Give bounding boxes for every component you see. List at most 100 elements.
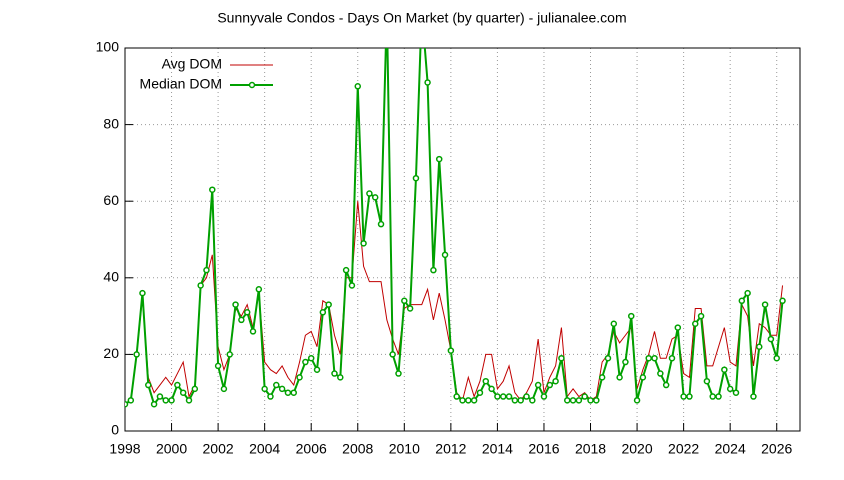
- legend-label: Median DOM: [140, 76, 222, 92]
- x-tick-label: 1998: [109, 441, 140, 457]
- data-point: [238, 316, 245, 324]
- data-point: [657, 370, 664, 377]
- data-point: [290, 389, 297, 396]
- data-point: [249, 328, 257, 335]
- data-point: [499, 393, 507, 400]
- data-point: [639, 374, 647, 381]
- data-point: [255, 286, 263, 293]
- data-point: [616, 374, 623, 381]
- data-point: [296, 374, 303, 381]
- data-point: [447, 347, 455, 354]
- data-point: [593, 397, 600, 404]
- data-point: [540, 393, 548, 400]
- data-point: [133, 351, 140, 358]
- data-point: [232, 301, 239, 308]
- data-point: [156, 393, 164, 400]
- data-point: [145, 381, 152, 389]
- x-tick-label: 2016: [528, 441, 559, 457]
- data-point: [633, 397, 641, 404]
- data-point: [779, 297, 786, 305]
- data-point: [179, 389, 187, 396]
- x-tick-label: 2002: [203, 441, 234, 457]
- data-point: [459, 397, 466, 404]
- plot-border: [124, 47, 801, 432]
- data-point: [523, 393, 530, 400]
- data-point: [529, 397, 536, 404]
- data-point: [319, 309, 327, 316]
- data-point: [453, 393, 460, 400]
- data-point: [546, 381, 554, 389]
- data-point: [424, 79, 431, 86]
- data-point: [185, 397, 193, 404]
- data-point: [243, 309, 251, 316]
- data-point: [307, 354, 315, 362]
- x-tick-label: 2012: [435, 441, 466, 457]
- y-tick-label: 40: [103, 269, 119, 285]
- data-point: [558, 354, 565, 362]
- x-tick-label: 2014: [482, 441, 513, 457]
- data-point: [389, 351, 396, 358]
- data-point: [220, 385, 228, 393]
- data-point: [174, 381, 181, 389]
- data-point: [511, 397, 519, 404]
- x-tick-label: 2022: [668, 441, 699, 457]
- data-point: [732, 389, 740, 396]
- data-point: [267, 393, 274, 400]
- data-point: [476, 389, 484, 396]
- data-point: [726, 385, 734, 393]
- data-point: [377, 220, 385, 228]
- data-point: [348, 282, 356, 289]
- data-point: [360, 240, 367, 247]
- data-point: [581, 393, 588, 400]
- data-point: [435, 155, 443, 163]
- data-point: [406, 305, 414, 312]
- data-point: [226, 351, 233, 358]
- data-point: [651, 354, 658, 362]
- data-point: [517, 397, 524, 404]
- data-point: [505, 393, 513, 400]
- data-point: [313, 366, 321, 373]
- y-tick-label: 20: [103, 345, 119, 361]
- x-tick-label: 2006: [296, 441, 327, 457]
- data-point: [569, 397, 577, 404]
- x-tick-label: 2026: [761, 441, 792, 457]
- data-point: [197, 282, 204, 289]
- data-point: [441, 251, 449, 259]
- data-point: [203, 266, 210, 274]
- data-point: [273, 381, 280, 389]
- data-point: [494, 393, 501, 400]
- data-point: [756, 343, 763, 350]
- data-point: [371, 194, 379, 201]
- data-point: [139, 289, 146, 297]
- x-tick-label: 2008: [342, 441, 373, 457]
- data-point: [214, 362, 222, 370]
- x-tick-label: 2004: [249, 441, 280, 457]
- data-point: [366, 190, 373, 197]
- data-point: [482, 377, 490, 385]
- data-point: [284, 389, 292, 396]
- y-tick-label: 80: [103, 115, 119, 131]
- data-point: [761, 301, 769, 308]
- y-tick-label: 100: [96, 39, 120, 55]
- data-point: [721, 366, 728, 373]
- data-point: [412, 174, 420, 182]
- y-tick-label: 60: [103, 192, 119, 208]
- data-point: [598, 374, 606, 381]
- data-point: [552, 377, 559, 385]
- data-point: [488, 385, 495, 393]
- series-line: [125, 48, 784, 407]
- data-point: [668, 354, 676, 362]
- data-point: [563, 397, 571, 404]
- x-tick-label: 2018: [575, 441, 606, 457]
- data-point: [162, 397, 169, 404]
- data-point: [401, 297, 408, 305]
- data-point: [430, 266, 437, 274]
- data-point: [342, 266, 350, 274]
- data-point: [325, 301, 332, 308]
- data-point: [680, 393, 687, 400]
- x-tick-label: 2000: [156, 441, 187, 457]
- data-point: [692, 320, 699, 328]
- x-tick-label: 2010: [389, 441, 420, 457]
